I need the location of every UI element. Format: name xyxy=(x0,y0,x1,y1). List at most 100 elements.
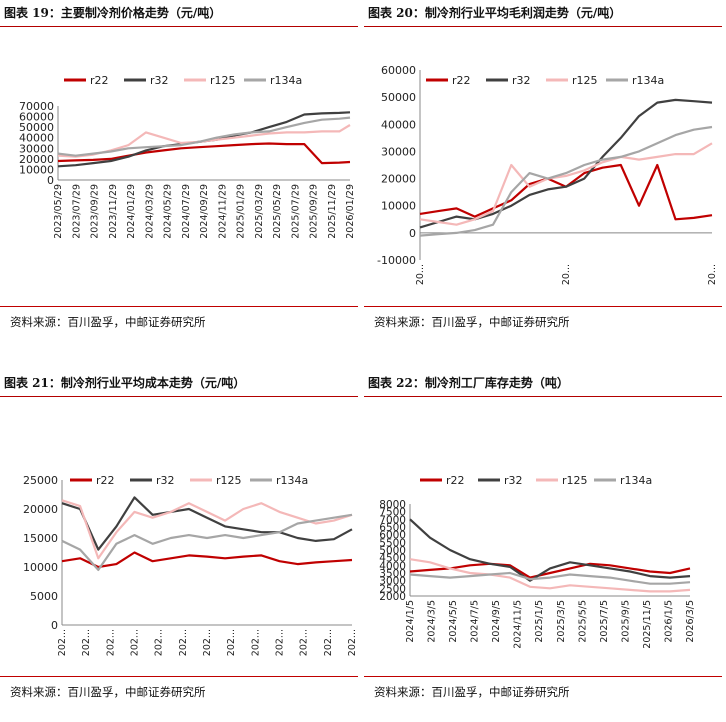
x-tick-label: 202... xyxy=(323,629,334,656)
y-tick-label: 40000 xyxy=(19,132,54,145)
legend-label-r22: r22 xyxy=(446,474,465,487)
series-line-r32 xyxy=(61,496,353,551)
x-tick-label: 2024/5/5 xyxy=(448,600,459,643)
series-line-r134a xyxy=(409,571,691,585)
x-tick-label: 2024/11/5 xyxy=(513,600,524,649)
y-tick-label: 50000 xyxy=(381,91,416,104)
series-line-r22 xyxy=(61,551,353,569)
x-tick-label: 202... xyxy=(130,629,141,656)
x-tick-label: 202... xyxy=(105,629,116,656)
y-tick-label: 0 xyxy=(409,227,416,240)
legend-label-r22: r22 xyxy=(90,74,109,87)
x-tick-label: 202... xyxy=(178,629,189,656)
y-tick-label: 60000 xyxy=(19,111,54,124)
x-tick-label: 2024/1/5 xyxy=(405,600,416,643)
y-tick-label: 40000 xyxy=(381,118,416,131)
y-tick-label: 20000 xyxy=(23,503,58,516)
legend-label-r125: r125 xyxy=(572,74,598,87)
y-tick-label: 5000 xyxy=(379,545,406,557)
x-tick-label: 202... xyxy=(81,629,92,656)
series-line-r134a xyxy=(61,513,353,571)
x-tick-label: 2024/03/29 xyxy=(144,184,155,239)
x-tick-label: 2024/9/5 xyxy=(491,600,502,643)
y-tick-label: 4500 xyxy=(379,553,406,565)
y-tick-label: 10000 xyxy=(19,163,54,176)
x-tick-label: 2024/11/29 xyxy=(217,184,228,239)
y-tick-label: 3500 xyxy=(379,568,406,580)
panel-factory-inventory: 图表 22：制冷剂工厂库存走势（吨） 2000 2500 3000 3500 4000 4… xyxy=(364,370,722,722)
x-tick-label: 2023/09/29 xyxy=(90,184,101,239)
source-note: 资料来源：百川盈孚，中邮证券研究所 xyxy=(10,315,206,329)
title-rule xyxy=(0,396,358,397)
y-tick-label: 7500 xyxy=(379,507,406,519)
legend-label-r32: r32 xyxy=(150,74,169,87)
x-tick-label: 2025/5/5 xyxy=(577,600,588,643)
x-tick-label: 2025/03/29 xyxy=(254,184,265,239)
x-tick-label: 202... xyxy=(250,629,261,656)
profit-chart: -10000 0 10000 20000 30000 40000 50000 60000 20.… xyxy=(377,64,718,285)
series-line-r125 xyxy=(409,558,691,593)
x-tick-label: 2024/09/29 xyxy=(199,184,210,239)
source-note: 资料来源：百川盈孚，中邮证券研究所 xyxy=(374,315,570,329)
y-tick-label: 20000 xyxy=(19,153,54,166)
y-tick-label: 30000 xyxy=(381,145,416,158)
y-tick-label: -10000 xyxy=(377,254,416,267)
x-tick-label: 2026/01/29 xyxy=(345,184,356,239)
y-tick-label: 50000 xyxy=(19,121,54,134)
x-tick-label: 2023/05/29 xyxy=(53,184,64,239)
x-tick-label: 2025/05/29 xyxy=(272,184,283,239)
y-tick-label: 4000 xyxy=(379,560,406,572)
x-tick-label: 202... xyxy=(347,629,358,656)
source-note: 资料来源：百川盈孚，中邮证券研究所 xyxy=(10,685,206,699)
x-tick-label: 2023/07/29 xyxy=(71,184,82,239)
x-tick-label: 2025/11/5 xyxy=(642,600,653,649)
inventory-chart: 2000250030003500400045005000550060006500… xyxy=(379,474,696,649)
x-tick-label: 2025/07/29 xyxy=(290,184,301,239)
legend-label-r134a: r134a xyxy=(620,474,652,487)
legend-label-r32: r32 xyxy=(156,474,175,487)
legend-label-r32: r32 xyxy=(512,74,531,87)
chart-title: 图表 22：制冷剂工厂库存走势（吨） xyxy=(368,376,569,390)
x-tick-label: 202... xyxy=(202,629,213,656)
x-tick-label: 2025/01/29 xyxy=(236,184,247,239)
title-rule xyxy=(0,26,358,27)
x-tick-label: 2026/1/5 xyxy=(663,600,674,643)
y-tick-label: 0 xyxy=(47,174,54,187)
x-tick-label: 2024/7/5 xyxy=(470,600,481,643)
legend-label-r134a: r134a xyxy=(276,474,308,487)
series-line-r32 xyxy=(409,518,691,582)
y-tick-label: 2500 xyxy=(379,583,406,595)
legend-label-r125: r125 xyxy=(210,74,236,87)
series-line-r134a xyxy=(57,116,351,157)
y-tick-label: 60000 xyxy=(381,64,416,77)
chart-title: 图表 21：制冷剂行业平均成本走势（元/吨） xyxy=(4,376,246,390)
chart-title: 图表 19：主要制冷剂价格走势（元/吨） xyxy=(4,6,222,20)
x-tick-label: 202... xyxy=(275,629,286,656)
x-tick-label: 20... xyxy=(415,264,426,285)
title-rule xyxy=(364,396,722,397)
x-tick-label: 202... xyxy=(226,629,237,656)
y-tick-label: 15000 xyxy=(23,532,58,545)
x-tick-label: 2025/1/5 xyxy=(534,600,545,643)
x-tick-label: 20... xyxy=(707,264,718,285)
source-note: 资料来源：百川盈孚，中邮证券研究所 xyxy=(374,685,570,699)
legend-label-r22: r22 xyxy=(96,474,115,487)
series-line-r125 xyxy=(61,499,353,560)
legend-label-r32: r32 xyxy=(504,474,523,487)
x-tick-label: 2025/11/29 xyxy=(327,184,338,239)
y-tick-label: 6500 xyxy=(379,522,406,534)
y-tick-label: 20000 xyxy=(381,173,416,186)
y-tick-label: 0 xyxy=(51,619,58,632)
panel-average-cost: 图表 21：制冷剂行业平均成本走势（元/吨） 0 5000 10000 15000 20… xyxy=(0,370,358,722)
y-tick-label: 30000 xyxy=(19,142,54,155)
y-tick-label: 70000 xyxy=(19,100,54,113)
chart-title: 图表 20：制冷剂行业平均毛利润走势（元/吨） xyxy=(368,6,622,20)
x-tick-label: 2023/11/29 xyxy=(108,184,119,239)
panel-refrigerant-price: 图表 19：主要制冷剂价格走势（元/吨） 0 10000 20000 30000 400… xyxy=(0,0,358,352)
y-tick-label: 3000 xyxy=(379,576,406,588)
y-tick-label: 5500 xyxy=(379,537,406,549)
y-tick-label: 7000 xyxy=(379,514,406,526)
y-tick-label: 2000 xyxy=(379,591,406,603)
series-line-r125 xyxy=(419,142,713,226)
